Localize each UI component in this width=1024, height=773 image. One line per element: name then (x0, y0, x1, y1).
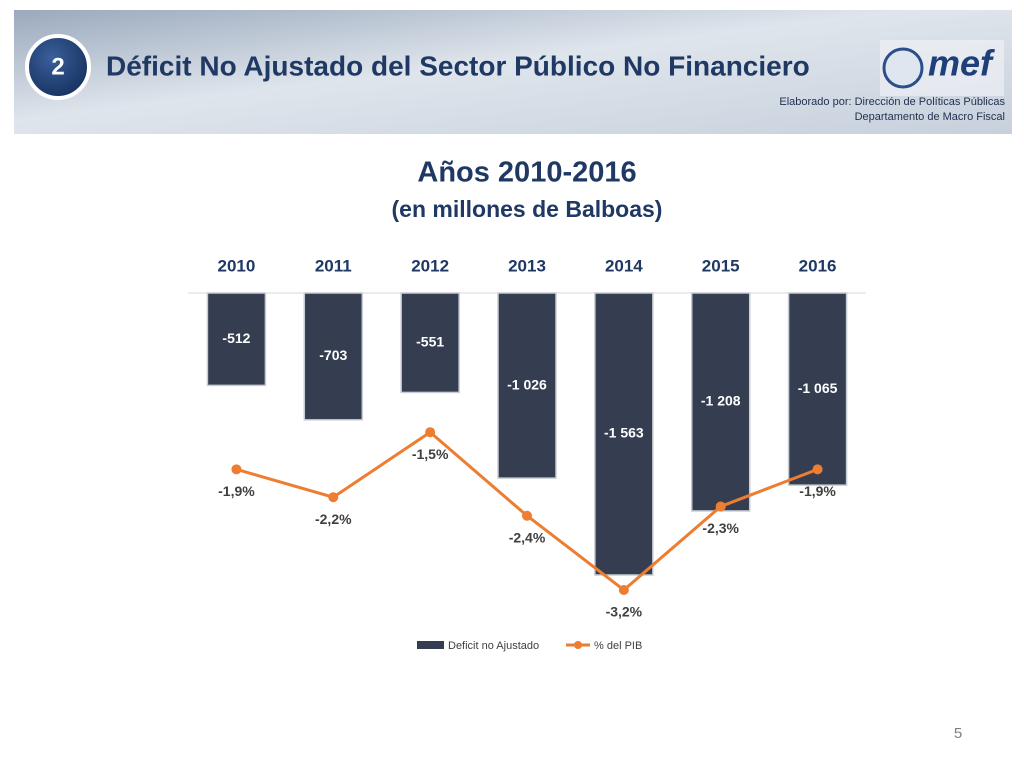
line-point (231, 464, 242, 475)
bar (303, 292, 364, 421)
line-point (425, 427, 436, 438)
x-tick-label: 2014 (605, 256, 643, 275)
slide-title: Déficit No Ajustado del Sector Público N… (106, 50, 810, 81)
logo-emblem (882, 47, 924, 89)
x-tick-label: 2016 (799, 256, 837, 275)
line-label: -1,5% (412, 446, 449, 462)
line-label: -2,2% (315, 511, 352, 527)
header-band (14, 10, 1012, 134)
x-tick-label: 2012 (411, 256, 449, 275)
legend-swatch (574, 641, 582, 649)
line-point (715, 501, 726, 512)
page-number: 5 (954, 725, 962, 742)
credit-line: Elaborado por: Dirección de Políticas Pú… (779, 96, 1005, 108)
bar (497, 292, 557, 479)
line-label: -1,9% (218, 483, 255, 499)
bar-label: -1 208 (701, 393, 741, 409)
bar (400, 292, 460, 394)
x-tick-label: 2010 (218, 256, 256, 275)
bar-label: -512 (222, 330, 250, 346)
line-point (328, 492, 339, 503)
bar-label: -703 (319, 347, 347, 363)
credit-line: Departamento de Macro Fiscal (855, 111, 1005, 123)
bar (787, 292, 848, 486)
line-label: -2,3% (702, 520, 739, 536)
bar (206, 292, 267, 387)
bar-label: -1 563 (604, 425, 644, 441)
line-point (812, 464, 823, 475)
x-tick-label: 2013 (508, 256, 546, 275)
legend-swatch (417, 641, 444, 649)
x-tick-label: 2015 (702, 256, 740, 275)
bar-label: -551 (416, 333, 444, 349)
chart-title: Años 2010-2016 (417, 157, 636, 189)
line-label: -3,2% (606, 604, 643, 620)
x-tick-label: 2011 (315, 256, 352, 275)
line-label: -2,4% (509, 529, 546, 545)
bar (594, 292, 654, 576)
logo-text: mef (928, 43, 995, 84)
line-label: -1,9% (799, 483, 836, 499)
line-point (618, 585, 629, 595)
bar-label: -1 026 (507, 376, 547, 392)
badge-number: 2 (51, 53, 64, 80)
line-point (522, 510, 532, 521)
bar-label: -1 065 (798, 380, 838, 396)
chart-subtitle: (en millones de Balboas) (392, 196, 663, 222)
legend-label: % del PIB (594, 640, 642, 652)
legend-label: Deficit no Ajustado (448, 640, 539, 652)
badge (25, 34, 91, 100)
bar (690, 292, 751, 512)
